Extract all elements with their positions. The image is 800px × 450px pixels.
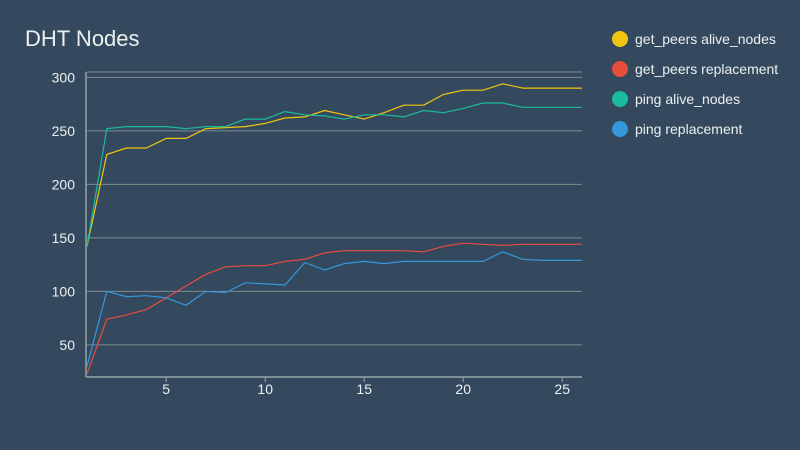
- chart-title: DHT Nodes: [25, 26, 140, 51]
- series-line-4: [86, 251, 582, 367]
- axis-layer: [85, 72, 582, 382]
- y-tick-label: 150: [52, 230, 76, 246]
- legend-label: ping alive_nodes: [635, 91, 741, 107]
- x-tick-label: 5: [162, 381, 170, 397]
- y-tick-label: 250: [52, 123, 76, 139]
- legend-label: get_peers alive_nodes: [635, 31, 776, 47]
- legend: get_peers alive_nodes get_peers replacem…: [612, 24, 797, 144]
- grid-layer: [87, 71, 582, 346]
- y-tick-label: 100: [52, 283, 76, 299]
- legend-swatch-icon: [612, 121, 628, 137]
- x-tick-label: 15: [356, 381, 372, 397]
- tick-layer: 50 100 150 200 250 300 5 10 15 20 25: [52, 69, 571, 397]
- series-line-2: [86, 242, 582, 375]
- legend-item[interactable]: get_peers replacement: [612, 54, 797, 84]
- legend-swatch-icon: [612, 61, 628, 77]
- series-line-1: [86, 83, 582, 247]
- y-tick-label: 300: [52, 69, 76, 85]
- legend-item[interactable]: get_peers alive_nodes: [612, 24, 797, 54]
- series-line-3: [86, 102, 582, 247]
- legend-label: ping replacement: [635, 121, 743, 137]
- legend-label: get_peers replacement: [635, 61, 779, 77]
- x-tick-label: 20: [455, 381, 471, 397]
- series-layer: [86, 83, 582, 375]
- legend-item[interactable]: ping replacement: [612, 114, 797, 144]
- y-tick-label: 50: [59, 337, 75, 353]
- legend-swatch-icon: [612, 31, 628, 47]
- legend-swatch-icon: [612, 91, 628, 107]
- x-tick-label: 10: [257, 381, 273, 397]
- legend-item[interactable]: ping alive_nodes: [612, 84, 797, 114]
- x-tick-label: 25: [554, 381, 570, 397]
- y-tick-label: 200: [52, 176, 76, 192]
